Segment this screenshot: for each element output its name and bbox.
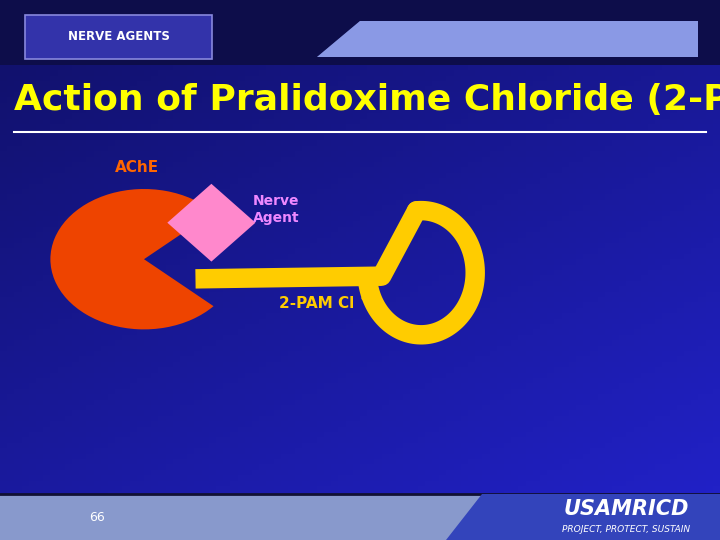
Text: Action of Pralidoxime Chloride (2-PAM Cl): Action of Pralidoxime Chloride (2-PAM Cl…	[14, 83, 720, 117]
Text: 66: 66	[89, 511, 105, 524]
FancyBboxPatch shape	[25, 15, 212, 59]
Text: NERVE AGENTS: NERVE AGENTS	[68, 30, 170, 43]
Bar	[0, 0, 720, 65]
Polygon shape	[317, 21, 698, 57]
Text: Nerve
Agent: Nerve Agent	[253, 193, 300, 225]
Text: PROJECT, PROTECT, SUSTAIN: PROJECT, PROTECT, SUSTAIN	[562, 525, 690, 534]
Wedge shape	[50, 189, 214, 329]
Polygon shape	[446, 494, 720, 540]
Bar	[0, 494, 720, 540]
Text: 2-PAM Cl: 2-PAM Cl	[279, 296, 354, 310]
Text: USAMRICD: USAMRICD	[564, 498, 689, 519]
Polygon shape	[317, 21, 698, 57]
Polygon shape	[167, 184, 256, 261]
Text: AChE: AChE	[114, 160, 159, 176]
